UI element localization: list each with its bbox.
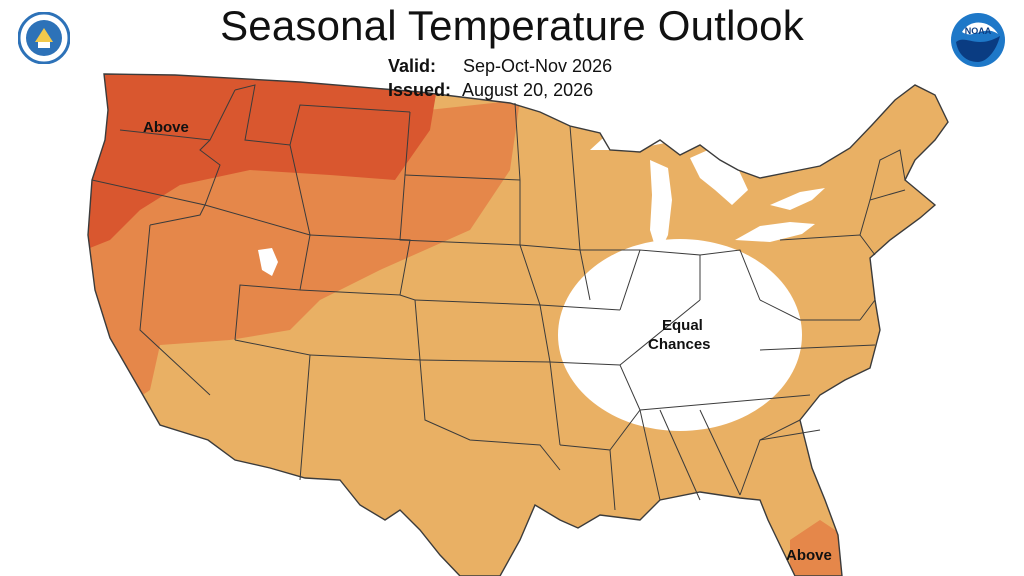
label-equal: Equal	[662, 317, 703, 334]
valid-value: Sep-Oct-Nov 2026	[463, 56, 613, 76]
region-above-florida	[790, 520, 850, 576]
great-lakes	[258, 112, 825, 276]
region-equal-chances	[558, 239, 802, 431]
valid-label: Valid:	[388, 56, 437, 76]
label-above-northwest: Above	[143, 119, 189, 136]
noaa-logo-icon: NOAA	[951, 13, 1005, 67]
issued-label: Issued:	[388, 80, 452, 100]
label-chances: Chances	[648, 336, 711, 353]
state-borders	[87, 73, 949, 576]
svg-text:NOAA: NOAA	[965, 26, 992, 36]
label-above-florida: Above	[786, 547, 832, 564]
meta-block: Valid: Sep-Oct-Nov 2026 Issued: August 2…	[388, 54, 612, 102]
department-of-commerce-seal-icon	[18, 12, 70, 64]
page-title: Seasonal Temperature Outlook	[220, 2, 804, 49]
region-above-northwest	[88, 74, 440, 260]
issued-value: August 20, 2026	[462, 80, 594, 100]
